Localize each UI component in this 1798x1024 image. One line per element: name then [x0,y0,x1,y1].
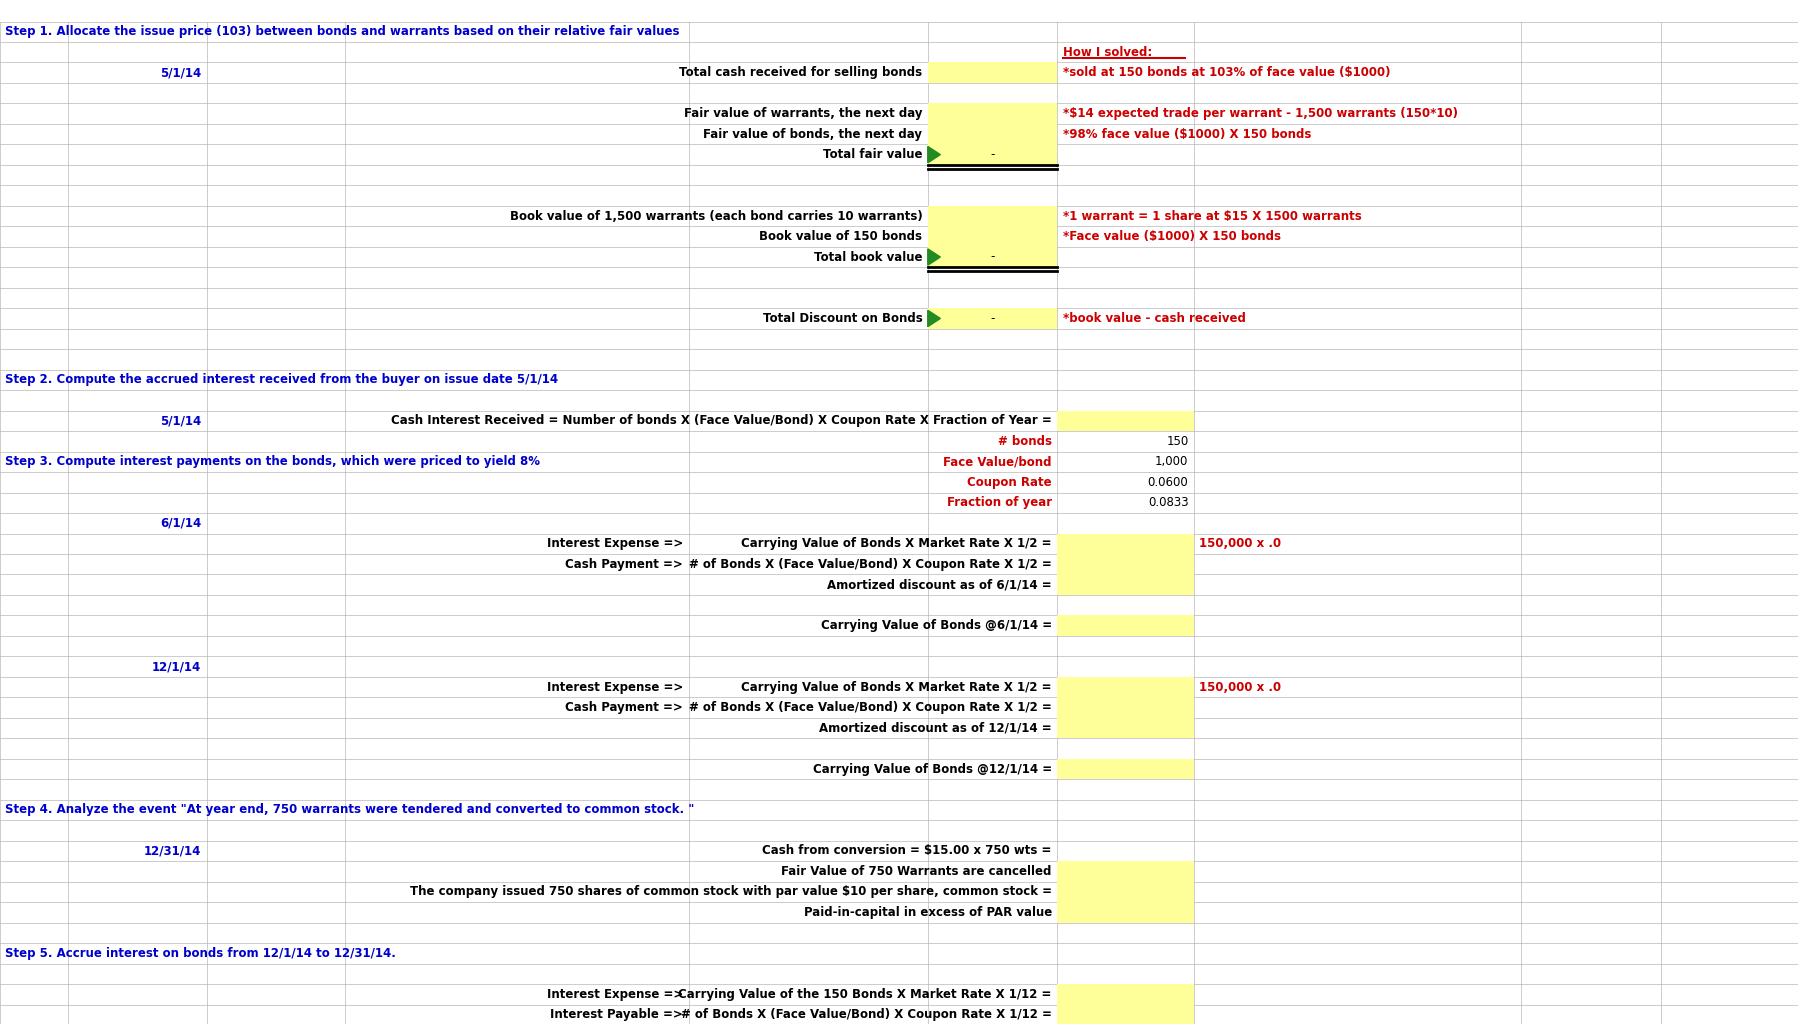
Text: Interest Expense =>: Interest Expense => [547,538,683,550]
Bar [928,124,1057,144]
Bar [1057,984,1194,1005]
Text: Carrying Value of Bonds X Market Rate X 1/2 =: Carrying Value of Bonds X Market Rate X … [741,681,1052,693]
Bar [1057,615,1194,636]
Bar [1057,759,1194,779]
Text: *sold at 150 bonds at 103% of face value ($1000): *sold at 150 bonds at 103% of face value… [1063,67,1390,79]
Text: -: - [991,312,994,325]
Text: Book value of 150 bonds: Book value of 150 bonds [759,230,922,243]
Text: The company issued 750 shares of common stock with par value $10 per share, comm: The company issued 750 shares of common … [410,886,1052,898]
Text: 5/1/14: 5/1/14 [160,415,201,427]
Polygon shape [928,146,940,163]
Text: *book value - cash received: *book value - cash received [1063,312,1246,325]
Text: # bonds: # bonds [998,435,1052,447]
Text: Face Value/bond: Face Value/bond [944,456,1052,468]
Text: Total cash received for selling bonds: Total cash received for selling bonds [680,67,922,79]
Text: 5/1/14: 5/1/14 [160,67,201,79]
Text: 12/1/14: 12/1/14 [153,660,201,673]
Text: 6/1/14: 6/1/14 [160,517,201,529]
Bar [1057,718,1194,738]
Text: 150,000 x .0: 150,000 x .0 [1199,681,1282,693]
Text: Step 2. Compute the accrued interest received from the buyer on issue date 5/1/1: Step 2. Compute the accrued interest rec… [5,374,559,386]
Text: # of Bonds X (Face Value/Bond) X Coupon Rate X 1/12 =: # of Bonds X (Face Value/Bond) X Coupon … [681,1009,1052,1021]
Text: *98% face value ($1000) X 150 bonds: *98% face value ($1000) X 150 bonds [1063,128,1311,140]
Text: *1 warrant = 1 share at $15 X 1500 warrants: *1 warrant = 1 share at $15 X 1500 warra… [1063,210,1361,222]
Bar [928,103,1057,124]
Text: Paid-in-capital in excess of PAR value: Paid-in-capital in excess of PAR value [804,906,1052,919]
Text: How I solved:: How I solved: [1063,46,1153,58]
Text: 0.0833: 0.0833 [1147,497,1188,509]
Text: Fraction of year: Fraction of year [948,497,1052,509]
Bar [1057,697,1194,718]
Text: Step 4. Analyze the event "At year end, 750 warrants were tendered and converted: Step 4. Analyze the event "At year end, … [5,804,694,816]
Text: Total fair value: Total fair value [823,148,922,161]
Text: Cash Payment =>: Cash Payment => [566,701,683,714]
Text: Book value of 1,500 warrants (each bond carries 10 warrants): Book value of 1,500 warrants (each bond … [509,210,922,222]
Text: Fair Value of 750 Warrants are cancelled: Fair Value of 750 Warrants are cancelled [782,865,1052,878]
Bar [928,206,1057,226]
Text: 150: 150 [1167,435,1188,447]
Bar [928,247,1057,267]
Polygon shape [928,249,940,265]
Bar [928,62,1057,83]
Text: Carrying Value of Bonds X Market Rate X 1/2 =: Carrying Value of Bonds X Market Rate X … [741,538,1052,550]
Polygon shape [928,310,940,327]
Text: Carrying Value of the 150 Bonds X Market Rate X 1/12 =: Carrying Value of the 150 Bonds X Market… [678,988,1052,1000]
Text: -: - [991,251,994,263]
Bar [1057,861,1194,882]
Text: Fair value of warrants, the next day: Fair value of warrants, the next day [683,108,922,120]
Text: 1,000: 1,000 [1154,456,1188,468]
Text: Carrying Value of Bonds @6/1/14 =: Carrying Value of Bonds @6/1/14 = [820,620,1052,632]
Text: *$14 expected trade per warrant - 1,500 warrants (150*10): *$14 expected trade per warrant - 1,500 … [1063,108,1458,120]
Text: 0.0600: 0.0600 [1147,476,1188,488]
Text: Step 1. Allocate the issue price (103) between bonds and warrants based on their: Step 1. Allocate the issue price (103) b… [5,26,680,38]
Bar [1057,902,1194,923]
Text: *Face value ($1000) X 150 bonds: *Face value ($1000) X 150 bonds [1063,230,1280,243]
Bar [1057,411,1194,431]
Bar [928,226,1057,247]
Text: 150,000 x .0: 150,000 x .0 [1199,538,1282,550]
Bar [928,144,1057,165]
Text: Interest Payable =>: Interest Payable => [550,1009,683,1021]
Bar [1057,554,1194,574]
Text: # of Bonds X (Face Value/Bond) X Coupon Rate X 1/2 =: # of Bonds X (Face Value/Bond) X Coupon … [689,701,1052,714]
Text: Cash Payment =>: Cash Payment => [566,558,683,570]
Bar [1057,574,1194,595]
Bar [928,308,1057,329]
Text: Step 5. Accrue interest on bonds from 12/1/14 to 12/31/14.: Step 5. Accrue interest on bonds from 12… [5,947,396,959]
Text: Amortized discount as of 12/1/14 =: Amortized discount as of 12/1/14 = [820,722,1052,734]
Text: Interest Expense =>: Interest Expense => [547,988,683,1000]
Bar [1057,677,1194,697]
Text: 12/31/14: 12/31/14 [144,845,201,857]
Text: Coupon Rate: Coupon Rate [967,476,1052,488]
Text: Interest Expense =>: Interest Expense => [547,681,683,693]
Text: Carrying Value of Bonds @12/1/14 =: Carrying Value of Bonds @12/1/14 = [813,763,1052,775]
Text: Cash Interest Received = Number of bonds X (Face Value/Bond) X Coupon Rate X Fra: Cash Interest Received = Number of bonds… [392,415,1052,427]
Text: # of Bonds X (Face Value/Bond) X Coupon Rate X 1/2 =: # of Bonds X (Face Value/Bond) X Coupon … [689,558,1052,570]
Text: -: - [991,148,994,161]
Text: Amortized discount as of 6/1/14 =: Amortized discount as of 6/1/14 = [827,579,1052,591]
Bar [1057,1005,1194,1024]
Text: Fair value of bonds, the next day: Fair value of bonds, the next day [703,128,922,140]
Bar [1057,882,1194,902]
Text: Step 3. Compute interest payments on the bonds, which were priced to yield 8%: Step 3. Compute interest payments on the… [5,456,541,468]
Text: Cash from conversion = $15.00 x 750 wts =: Cash from conversion = $15.00 x 750 wts … [762,845,1052,857]
Bar [1057,534,1194,554]
Text: Total Discount on Bonds: Total Discount on Bonds [762,312,922,325]
Text: Total book value: Total book value [814,251,922,263]
